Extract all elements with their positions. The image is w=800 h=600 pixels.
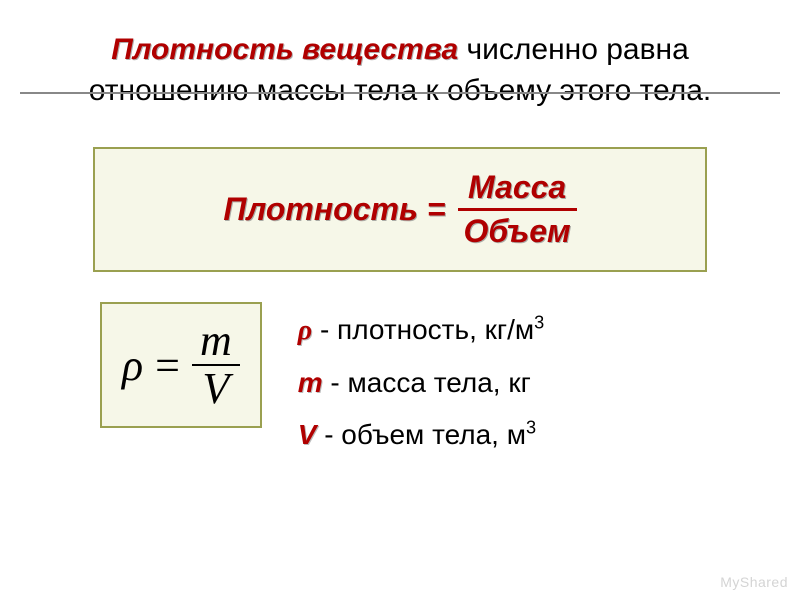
symbolic-formula-box: ρ = m V [100, 302, 262, 428]
legend-rho-symbol: ρ [298, 315, 312, 346]
legend-v-symbol: V [298, 419, 317, 450]
legend-m: m - масса тела, кг [298, 357, 545, 409]
legend-rho: ρ - плотность, кг/м3 [298, 304, 545, 357]
legend-rho-text: - плотность, кг/м [312, 314, 534, 345]
legend: ρ - плотность, кг/м3 m - масса тела, кг … [298, 302, 545, 460]
word-formula-lhs: Плотность = [223, 191, 445, 228]
word-formula-numerator: Масса [462, 169, 572, 208]
definition-text: Плотность вещества численно равна отноше… [60, 30, 740, 111]
slide-content: Плотность вещества численно равна отноше… [0, 0, 800, 460]
horizontal-rule [20, 92, 780, 94]
word-formula-denominator: Объем [458, 211, 577, 250]
legend-rho-sup: 3 [534, 313, 544, 333]
formula-equals: = [155, 340, 180, 391]
formula-denominator: V [194, 366, 237, 412]
formula-fraction: m V [192, 318, 240, 412]
formula-numerator: m [192, 318, 240, 364]
legend-m-text: - масса тела, кг [323, 367, 531, 398]
word-formula-box: Плотность = Масса Объем [93, 147, 707, 272]
word-formula-fraction: Масса Объем [458, 169, 577, 250]
bottom-row: ρ = m V ρ - плотность, кг/м3 m - масса т… [60, 302, 740, 460]
legend-v-sup: 3 [526, 417, 536, 437]
definition-term: Плотность вещества [111, 33, 458, 66]
formula-rho: ρ [122, 340, 143, 391]
legend-v-text: - объем тела, м [316, 419, 526, 450]
legend-m-symbol: m [298, 367, 323, 398]
legend-v: V - объем тела, м3 [298, 409, 545, 461]
watermark: MyShared [720, 574, 788, 590]
